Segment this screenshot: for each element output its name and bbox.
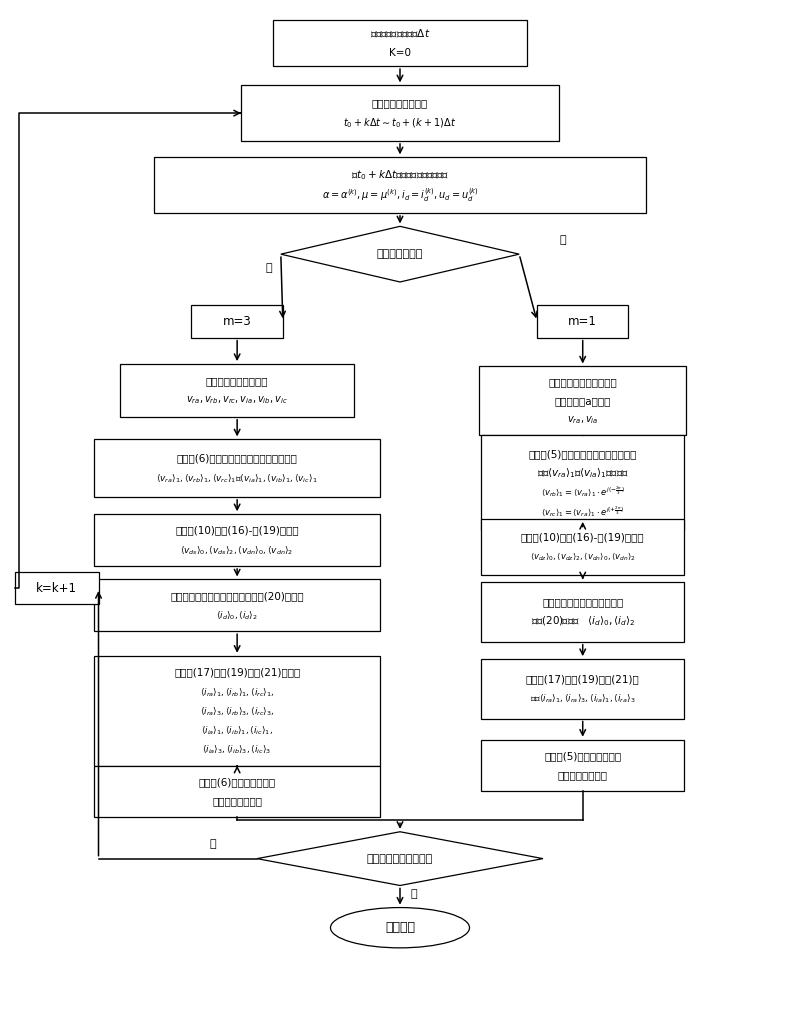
Text: 根据式(10)和式(16)-式(19)，计算: 根据式(10)和式(16)-式(19)，计算 xyxy=(175,526,299,536)
Text: 根据式(10)和式(16)-式(19)，计算: 根据式(10)和式(16)-式(19)，计算 xyxy=(521,532,645,542)
FancyBboxPatch shape xyxy=(482,582,684,642)
Text: $\langle i_d\rangle_0,\langle i_d\rangle_2$: $\langle i_d\rangle_0,\langle i_d\rangle… xyxy=(216,609,258,621)
Text: K=0: K=0 xyxy=(389,48,411,58)
FancyBboxPatch shape xyxy=(120,364,354,416)
Ellipse shape xyxy=(330,908,470,948)
Text: 计算$\langle i_{ra}\rangle_1,\langle i_{ra}\rangle_3,\langle i_{ia}\rangle_1,\lang: 计算$\langle i_{ra}\rangle_1,\langle i_{ra… xyxy=(530,693,635,704)
Text: $t_0+k\Delta t\sim t_0+(k+1)\Delta t$: $t_0+k\Delta t\sim t_0+(k+1)\Delta t$ xyxy=(343,115,457,130)
FancyBboxPatch shape xyxy=(94,766,380,817)
Text: $\alpha=\alpha^{(k)},\mu=\mu^{(k)},i_d=i_d^{(k)},u_d=u_d^{(k)}$: $\alpha=\alpha^{(k)},\mu=\mu^{(k)},i_d=i… xyxy=(322,185,478,204)
Text: $\langle v_{dz}\rangle_0,\langle v_{dz}\rangle_2,\langle v_{dn}\rangle_0,\langle: $\langle v_{dz}\rangle_0,\langle v_{dz}\… xyxy=(530,550,636,562)
Text: $\langle v_{rc}\rangle_1=\langle v_{ra}\rangle_1\cdot e^{j(+\frac{2\pi}{3})}$: $\langle v_{rc}\rangle_1=\langle v_{ra}\… xyxy=(541,504,625,519)
Text: 否: 否 xyxy=(266,263,272,274)
Text: 是否到仿真结束时间？: 是否到仿真结束时间？ xyxy=(367,854,433,864)
Text: 根据式(6)和所得到动态相: 根据式(6)和所得到动态相 xyxy=(198,777,276,787)
Text: 根据式(5)和所得到动态相: 根据式(5)和所得到动态相 xyxy=(544,751,622,761)
Text: 否: 否 xyxy=(210,839,217,849)
Text: 景，计算时域曲线: 景，计算时域曲线 xyxy=(212,796,262,806)
Text: 根据式(6)，计算交流电压的一阶动态相量: 根据式(6)，计算交流电压的一阶动态相量 xyxy=(177,454,298,464)
Text: 将$t_0+k\Delta t$时刻的状态值赋为初值: 将$t_0+k\Delta t$时刻的状态值赋为初值 xyxy=(350,168,450,182)
Text: 和式(20)，计算   $\langle i_d\rangle_0,\langle i_d\rangle_2$: 和式(20)，计算 $\langle i_d\rangle_0,\langle … xyxy=(530,615,635,628)
Text: $v_{ra},v_{rb},v_{rc},v_{ia},v_{ib},v_{ic}$: $v_{ra},v_{rb},v_{rc},v_{ia},v_{ib},v_{i… xyxy=(186,394,288,406)
FancyBboxPatch shape xyxy=(482,519,684,574)
Text: $\langle i_{ra}\rangle_1,\langle i_{rb}\rangle_1,\langle i_{rc}\rangle_1,$: $\langle i_{ra}\rangle_1,\langle i_{rb}\… xyxy=(200,686,274,698)
FancyBboxPatch shape xyxy=(191,305,283,337)
FancyBboxPatch shape xyxy=(241,85,559,141)
Text: 根据式(17)、式(19)和式(21)，: 根据式(17)、式(19)和式(21)， xyxy=(526,675,639,684)
Text: $\langle v_{rb}\rangle_1=\langle v_{ra}\rangle_1\cdot e^{j(-\frac{2\pi}{3})}$: $\langle v_{rb}\rangle_1=\langle v_{ra}\… xyxy=(541,485,625,499)
Text: 设定计算积分步长为$\Delta t$: 设定计算积分步长为$\Delta t$ xyxy=(370,27,430,40)
Text: 根据式(5)，计算交流电压的一阶动态: 根据式(5)，计算交流电压的一阶动态 xyxy=(529,449,637,459)
FancyBboxPatch shape xyxy=(94,515,380,566)
Text: $\langle v_{ds}\rangle_0,\langle v_{ds}\rangle_2,\langle v_{dn}\rangle_0,\langle: $\langle v_{ds}\rangle_0,\langle v_{ds}\… xyxy=(181,544,294,556)
Text: 景，计算时域曲线: 景，计算时域曲线 xyxy=(558,770,608,780)
Text: 输入交流侧任一单相电压: 输入交流侧任一单相电压 xyxy=(548,377,617,387)
Text: 时域值，以a相为例: 时域值，以a相为例 xyxy=(554,396,611,406)
FancyBboxPatch shape xyxy=(482,659,684,718)
Text: m=1: m=1 xyxy=(568,315,597,328)
Text: 输入交流侧电压时域值: 输入交流侧电压时域值 xyxy=(206,376,268,386)
Text: $\langle i_{ra}\rangle_3,\langle i_{rb}\rangle_3,\langle i_{rc}\rangle_3,$: $\langle i_{ra}\rangle_3,\langle i_{rb}\… xyxy=(200,705,274,717)
Text: 是: 是 xyxy=(559,235,566,245)
Text: 根据该积分时间段电流起始值: 根据该积分时间段电流起始值 xyxy=(542,598,623,608)
Text: $\langle v_{ra}\rangle_1,\langle v_{rb}\rangle_1,\langle v_{rc}\rangle_1$和$\lang: $\langle v_{ra}\rangle_1,\langle v_{rb}\… xyxy=(156,472,318,484)
Text: k=k+1: k=k+1 xyxy=(36,581,78,595)
Polygon shape xyxy=(281,226,519,282)
Text: 设定计算积分时间为: 设定计算积分时间为 xyxy=(372,98,428,108)
FancyBboxPatch shape xyxy=(482,739,684,791)
FancyBboxPatch shape xyxy=(273,20,527,66)
Text: $\langle i_{ia}\rangle_3,\langle i_{ib}\rangle_3,\langle i_{ic}\rangle_3$: $\langle i_{ia}\rangle_3,\langle i_{ib}\… xyxy=(202,744,272,756)
Text: 是否对称故障？: 是否对称故障？ xyxy=(377,249,423,259)
FancyBboxPatch shape xyxy=(94,655,380,766)
Text: $\langle i_{ia}\rangle_1,\langle i_{ib}\rangle_1,\langle i_{ic}\rangle_1,$: $\langle i_{ia}\rangle_1,\langle i_{ib}\… xyxy=(201,724,273,736)
Text: 相量$\langle v_{ra}\rangle_1$和$\langle v_{ia}\rangle_1$，且令：: 相量$\langle v_{ra}\rangle_1$和$\langle v_{… xyxy=(537,466,629,480)
FancyBboxPatch shape xyxy=(154,157,646,213)
Text: 根据式(17)、式(19)和式(21)，计算: 根据式(17)、式(19)和式(21)，计算 xyxy=(174,668,300,678)
Polygon shape xyxy=(257,832,543,885)
FancyBboxPatch shape xyxy=(94,440,380,497)
FancyBboxPatch shape xyxy=(537,305,629,337)
Text: $v_{ra},v_{ia}$: $v_{ra},v_{ia}$ xyxy=(567,414,598,426)
Text: 根据该积分时间段电流起始值和式(20)，计算: 根据该积分时间段电流起始值和式(20)，计算 xyxy=(170,591,304,601)
Text: m=3: m=3 xyxy=(222,315,251,328)
FancyBboxPatch shape xyxy=(94,579,380,631)
FancyBboxPatch shape xyxy=(479,367,686,436)
FancyBboxPatch shape xyxy=(482,436,684,530)
Text: 仿真结束: 仿真结束 xyxy=(385,921,415,934)
Text: 是: 是 xyxy=(411,889,418,899)
FancyBboxPatch shape xyxy=(15,571,98,605)
